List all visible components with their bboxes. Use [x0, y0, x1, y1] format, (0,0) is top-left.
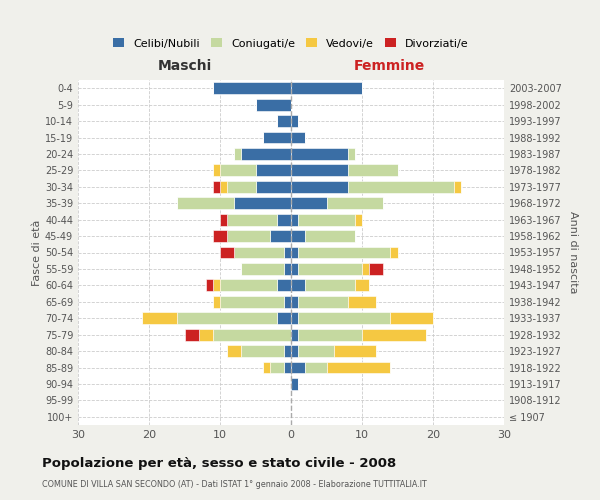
- Bar: [305, 230, 355, 242]
- Bar: [291, 214, 298, 226]
- Bar: [220, 214, 227, 226]
- Bar: [185, 328, 199, 340]
- Bar: [291, 378, 298, 390]
- Bar: [298, 214, 355, 226]
- Bar: [291, 362, 305, 374]
- Bar: [241, 263, 284, 275]
- Bar: [241, 148, 291, 160]
- Bar: [454, 181, 461, 192]
- Bar: [291, 82, 362, 94]
- Bar: [213, 230, 227, 242]
- Bar: [326, 362, 391, 374]
- Bar: [227, 181, 256, 192]
- Bar: [277, 280, 291, 291]
- Bar: [256, 98, 291, 110]
- Bar: [284, 296, 291, 308]
- Bar: [263, 362, 270, 374]
- Text: Maschi: Maschi: [157, 59, 212, 73]
- Bar: [291, 181, 348, 192]
- Bar: [298, 246, 391, 258]
- Bar: [227, 214, 277, 226]
- Bar: [220, 280, 277, 291]
- Bar: [334, 345, 376, 357]
- Bar: [291, 263, 298, 275]
- Bar: [291, 164, 348, 176]
- Bar: [291, 230, 305, 242]
- Bar: [291, 296, 298, 308]
- Bar: [369, 263, 383, 275]
- Bar: [213, 296, 220, 308]
- Bar: [178, 198, 234, 209]
- Bar: [206, 280, 213, 291]
- Bar: [362, 263, 369, 275]
- Bar: [227, 230, 270, 242]
- Bar: [391, 312, 433, 324]
- Bar: [199, 328, 213, 340]
- Bar: [298, 263, 362, 275]
- Bar: [220, 246, 234, 258]
- Bar: [256, 181, 291, 192]
- Bar: [284, 362, 291, 374]
- Bar: [277, 115, 291, 127]
- Bar: [178, 312, 277, 324]
- Bar: [277, 214, 291, 226]
- Bar: [291, 246, 298, 258]
- Bar: [298, 328, 362, 340]
- Bar: [284, 345, 291, 357]
- Bar: [298, 312, 391, 324]
- Bar: [234, 148, 241, 160]
- Legend: Celibi/Nubili, Coniugati/e, Vedovi/e, Divorziati/e: Celibi/Nubili, Coniugati/e, Vedovi/e, Di…: [109, 34, 473, 53]
- Bar: [305, 280, 355, 291]
- Bar: [291, 115, 298, 127]
- Bar: [284, 246, 291, 258]
- Text: Popolazione per età, sesso e stato civile - 2008: Popolazione per età, sesso e stato civil…: [42, 458, 396, 470]
- Bar: [291, 198, 326, 209]
- Text: COMUNE DI VILLA SAN SECONDO (AT) - Dati ISTAT 1° gennaio 2008 - Elaborazione TUT: COMUNE DI VILLA SAN SECONDO (AT) - Dati …: [42, 480, 427, 489]
- Bar: [291, 328, 298, 340]
- Bar: [391, 246, 398, 258]
- Y-axis label: Anni di nascita: Anni di nascita: [568, 211, 578, 294]
- Bar: [241, 345, 284, 357]
- Bar: [270, 230, 291, 242]
- Bar: [234, 198, 291, 209]
- Bar: [355, 214, 362, 226]
- Bar: [355, 280, 369, 291]
- Bar: [142, 312, 178, 324]
- Bar: [291, 345, 298, 357]
- Bar: [362, 328, 426, 340]
- Bar: [298, 345, 334, 357]
- Bar: [348, 148, 355, 160]
- Bar: [291, 312, 298, 324]
- Bar: [348, 296, 376, 308]
- Bar: [348, 181, 454, 192]
- Bar: [305, 362, 326, 374]
- Bar: [213, 82, 291, 94]
- Bar: [220, 164, 256, 176]
- Bar: [348, 164, 398, 176]
- Bar: [213, 328, 291, 340]
- Bar: [234, 246, 284, 258]
- Y-axis label: Fasce di età: Fasce di età: [32, 220, 42, 286]
- Bar: [298, 296, 348, 308]
- Bar: [256, 164, 291, 176]
- Bar: [227, 345, 241, 357]
- Bar: [326, 198, 383, 209]
- Bar: [270, 362, 284, 374]
- Bar: [220, 181, 227, 192]
- Bar: [284, 263, 291, 275]
- Bar: [213, 181, 220, 192]
- Bar: [263, 132, 291, 143]
- Bar: [291, 132, 305, 143]
- Text: Femmine: Femmine: [353, 59, 425, 73]
- Bar: [291, 148, 348, 160]
- Bar: [213, 280, 220, 291]
- Bar: [277, 312, 291, 324]
- Bar: [291, 280, 305, 291]
- Bar: [220, 296, 284, 308]
- Bar: [213, 164, 220, 176]
